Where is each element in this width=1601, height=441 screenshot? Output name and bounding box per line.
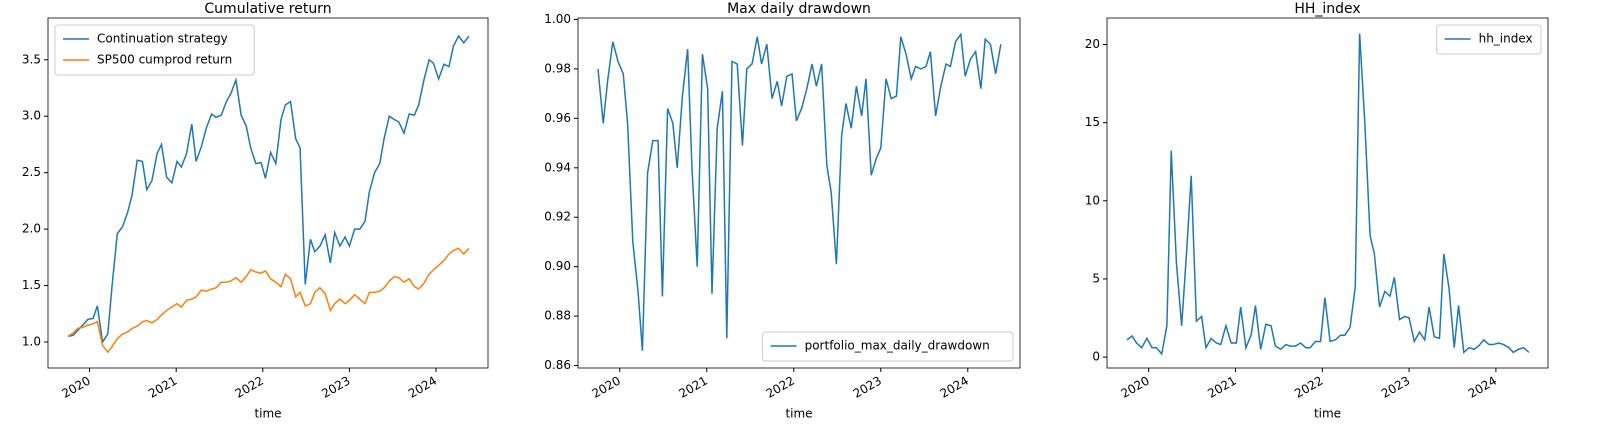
legend: hh_index <box>1436 24 1542 55</box>
axes-frame <box>47 17 489 369</box>
x-tick-label: 2020 <box>590 374 623 401</box>
y-tick-label: 0 <box>1092 350 1100 364</box>
y-tick-label: 3.5 <box>22 52 41 66</box>
x-tick-label: 2020 <box>1118 374 1151 401</box>
y-tick-label: 1.0 <box>22 335 41 349</box>
axes-frame <box>577 17 1021 369</box>
y-tick-label: 0.98 <box>544 61 571 75</box>
legend-label: SP500 cumprod return <box>97 53 232 67</box>
y-tick-label: 2.0 <box>22 222 41 236</box>
chart-title: Cumulative return <box>204 1 331 17</box>
y-tick-label: 3.0 <box>22 109 41 123</box>
y-tick-label: 0.88 <box>544 309 571 323</box>
data-line <box>67 34 470 345</box>
x-tick-label: 2024 <box>1466 374 1499 401</box>
chart-title: HH_index <box>1294 1 1360 17</box>
y-tick-label: 1.00 <box>544 12 571 26</box>
x-tick-label: 2021 <box>677 374 710 401</box>
legend-box <box>762 331 1014 362</box>
data-line <box>1126 33 1530 356</box>
axes-frame <box>1106 17 1549 369</box>
x-tick-label: 2021 <box>1205 374 1238 401</box>
y-tick-label: 20 <box>1085 37 1100 51</box>
y-tick-label: 15 <box>1085 115 1100 129</box>
x-tick-label: 2020 <box>59 374 92 401</box>
x-axis-label: time <box>785 407 812 421</box>
x-tick-label: 2023 <box>1379 374 1412 401</box>
legend-box <box>1436 24 1542 55</box>
legend-label: portfolio_max_daily_drawdown <box>805 339 990 353</box>
data-line <box>67 247 470 354</box>
y-tick-label: 2.5 <box>22 165 41 179</box>
y-tick-label: 1.5 <box>22 278 41 292</box>
y-tick-label: 0.86 <box>544 358 571 372</box>
legend-label: hh_index <box>1479 32 1533 46</box>
x-axis-label: time <box>254 407 281 421</box>
chart-title: Max daily drawdown <box>727 1 871 17</box>
x-tick-label: 2023 <box>319 374 352 401</box>
y-tick-label: 0.92 <box>544 210 571 224</box>
data-line <box>597 32 1002 351</box>
x-tick-label: 2023 <box>851 374 884 401</box>
x-tick-label: 2022 <box>764 374 797 401</box>
x-tick-label: 2022 <box>233 374 266 401</box>
legend: Continuation strategy SP500 cumprod retur… <box>54 24 255 76</box>
legend: portfolio_max_daily_drawdown <box>762 331 1014 362</box>
y-tick-label: 10 <box>1085 193 1100 207</box>
x-tick-label: 2024 <box>406 374 439 401</box>
y-tick-label: 5 <box>1092 271 1100 285</box>
x-tick-label: 2022 <box>1292 374 1325 401</box>
legend-box <box>54 24 255 76</box>
x-tick-label: 2021 <box>146 374 179 401</box>
x-axis-label: time <box>1314 407 1341 421</box>
y-tick-label: 0.96 <box>544 111 571 125</box>
y-tick-label: 0.94 <box>544 160 571 174</box>
x-tick-label: 2024 <box>938 374 971 401</box>
y-tick-label: 0.90 <box>544 259 571 273</box>
legend-label: Continuation strategy <box>97 32 228 46</box>
